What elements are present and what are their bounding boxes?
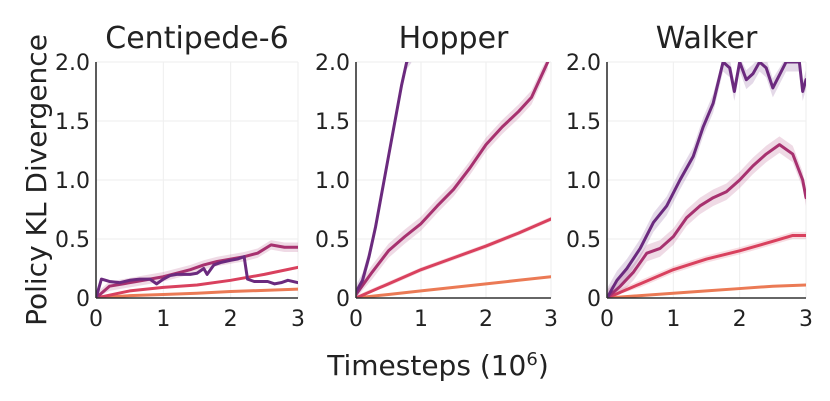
- x-tick-label: 2: [733, 307, 747, 332]
- series-band: [607, 62, 806, 298]
- y-tick-label: 1.5: [55, 110, 90, 135]
- series-line: [607, 143, 806, 298]
- x-axis-label-main: Timesteps (10: [326, 349, 526, 382]
- series-band: [607, 136, 806, 298]
- x-tick-label: 0: [600, 307, 614, 332]
- y-tick-label: 0.5: [566, 228, 601, 253]
- series-group: [356, 62, 551, 298]
- series-line: [607, 283, 806, 298]
- panel-1: 0 0.5 1.0 1.5 2.0 0 1 2 3 Hopper: [315, 21, 558, 332]
- x-tick-label: 3: [291, 307, 305, 332]
- series-line: [96, 243, 298, 298]
- x-tick-label: 3: [799, 307, 813, 332]
- series-line: [607, 62, 806, 298]
- y-tick-label: 1.0: [315, 169, 350, 194]
- series-group: [96, 240, 298, 298]
- x-tick-label: 1: [414, 307, 428, 332]
- x-tick-label: 1: [156, 307, 170, 332]
- series-band: [607, 231, 806, 298]
- series-line: [356, 275, 551, 298]
- series-line: [607, 233, 806, 298]
- y-tick-label: 2.0: [55, 51, 90, 76]
- y-tick-label: 0: [76, 287, 90, 312]
- series-line: [96, 287, 298, 298]
- x-axis-label-exponent: 6: [526, 349, 537, 370]
- x-tick-label: 2: [224, 307, 238, 332]
- panel-title: Hopper: [399, 21, 509, 56]
- y-tick-label: 0: [336, 287, 350, 312]
- panel-2: 0 0.5 1.0 1.5 2.0 0 1 2 3 Walker: [566, 21, 813, 332]
- y-tick-label: 2.0: [566, 51, 601, 76]
- x-tick-label: 2: [479, 307, 493, 332]
- series-line: [96, 265, 298, 298]
- x-tick-label: 0: [89, 307, 103, 332]
- series-line: [356, 62, 550, 296]
- x-tick-label: 0: [349, 307, 363, 332]
- x-axis-label: Timesteps (106): [326, 349, 549, 383]
- y-tick-label: 1.5: [566, 110, 601, 135]
- y-tick-label: 1.0: [566, 169, 601, 194]
- y-tick-label: 1.5: [315, 110, 350, 135]
- series-line: [356, 217, 551, 298]
- y-axis-label: Policy KL Divergence: [20, 34, 53, 326]
- y-tick-label: 2.0: [315, 51, 350, 76]
- x-tick-label: 3: [544, 307, 558, 332]
- x-tick-label: 1: [666, 307, 680, 332]
- panel-title: Walker: [656, 21, 758, 56]
- panel-0: 0 0.5 1.0 1.5 2.0 0 1 2 3 Centipede-6: [55, 21, 305, 332]
- y-tick-label: 0.5: [315, 228, 350, 253]
- y-tick-label: 0.5: [55, 228, 90, 253]
- series-line: [96, 255, 298, 298]
- y-tick-label: 0: [587, 287, 601, 312]
- series-group: [607, 62, 806, 298]
- x-axis-label-close: ): [538, 349, 549, 382]
- y-tick-label: 1.0: [55, 169, 90, 194]
- series-line: [356, 62, 409, 294]
- panel-title: Centipede-6: [105, 21, 288, 56]
